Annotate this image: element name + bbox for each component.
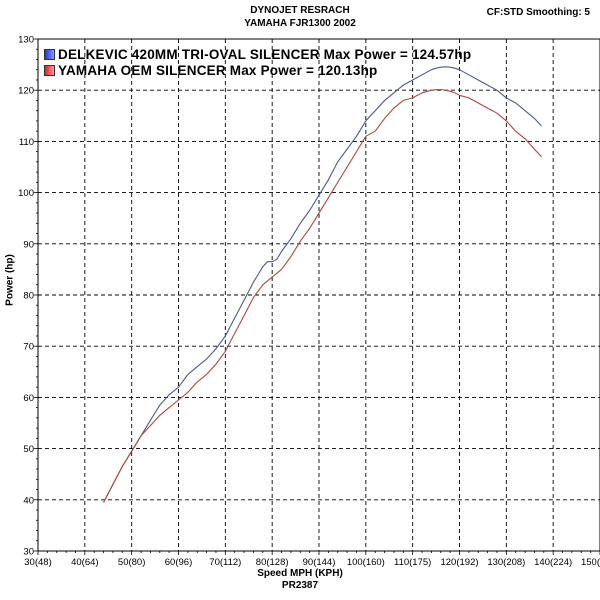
series-lines: [103, 66, 542, 503]
x-tick-label: 50(80): [118, 557, 145, 568]
y-tick-label: 110: [19, 137, 34, 148]
x-tick-label: 90(144): [303, 557, 336, 568]
y-tick-label: 70: [23, 342, 34, 353]
series-line-oem: [103, 88, 542, 503]
x-tick-label: 60(96): [165, 557, 192, 568]
x-tick-label: 150(240): [581, 557, 600, 568]
y-tick-label: 120: [18, 86, 34, 97]
y-tick-label: 130: [18, 35, 34, 46]
series-line-delkevic: [103, 66, 542, 503]
x-tick-label: 70(112): [209, 557, 241, 568]
x-tick-label: 100(160): [347, 557, 385, 568]
x-tick-label: 120(192): [440, 557, 478, 568]
run-code: PR2387: [281, 580, 319, 591]
x-tick-label: 130(208): [487, 557, 525, 568]
x-tick-label: 80(128): [256, 557, 289, 568]
y-axis-label: Power (hp): [4, 254, 16, 306]
y-tick-label: 90: [23, 239, 34, 250]
chart-title: DYNOJET RESRACH: [250, 5, 350, 16]
x-tick-label: 140(224): [534, 557, 572, 568]
x-axis: 30(48) 40(64) 50(80) 60(96) 70(112) 80(128) 90…: [24, 551, 600, 568]
y-tick-label: 80: [23, 291, 34, 302]
legend-swatch-oem: [44, 64, 55, 76]
grid: [38, 39, 600, 551]
y-axis: 30 40 50 60 70 80 90 100 110 120 130: [18, 35, 38, 558]
y-tick-label: 50: [23, 444, 34, 455]
y-tick-label: 30: [23, 547, 34, 558]
legend-label-delkevic: DELKEVIC 420MM TRI-OVAL SILENCER Max Pow…: [58, 46, 472, 62]
settings-label: CF:STD Smoothing: 5: [486, 7, 590, 18]
y-tick-label: 60: [23, 393, 34, 404]
legend: DELKEVIC 420MM TRI-OVAL SILENCER Max Pow…: [44, 46, 471, 78]
y-tick-label: 100: [18, 188, 34, 199]
legend-label-oem: YAMAHA OEM SILENCER Max Power = 120.13hp: [58, 62, 378, 78]
x-axis-label: Speed MPH (KPH): [257, 568, 343, 579]
legend-swatch-delkevic: [44, 48, 55, 60]
legend-item-oem: YAMAHA OEM SILENCER Max Power = 120.13hp: [44, 62, 471, 78]
chart-subtitle: YAMAHA FJR1300 2002: [244, 18, 356, 29]
y-tick-label: 40: [23, 495, 34, 506]
legend-item-delkevic: DELKEVIC 420MM TRI-OVAL SILENCER Max Pow…: [44, 46, 471, 62]
x-tick-label: 40(64): [71, 557, 98, 568]
x-tick-label: 110(175): [394, 557, 431, 568]
x-tick-label: 30(48): [24, 557, 51, 568]
